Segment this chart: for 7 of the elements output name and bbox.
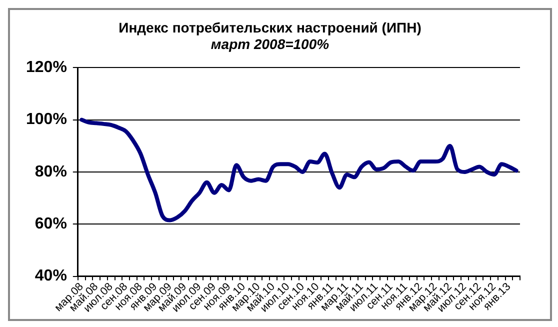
chart-title: Индекс потребительских настроений (ИПН) <box>118 19 422 36</box>
y-tick-label: 60% <box>34 216 67 233</box>
y-tick-label: 40% <box>34 268 67 285</box>
y-tick-label: 80% <box>34 163 67 180</box>
y-tick-label: 100% <box>26 111 67 128</box>
y-tick-label: 120% <box>26 59 67 76</box>
chart-subtitle: март 2008=100% <box>210 36 330 52</box>
